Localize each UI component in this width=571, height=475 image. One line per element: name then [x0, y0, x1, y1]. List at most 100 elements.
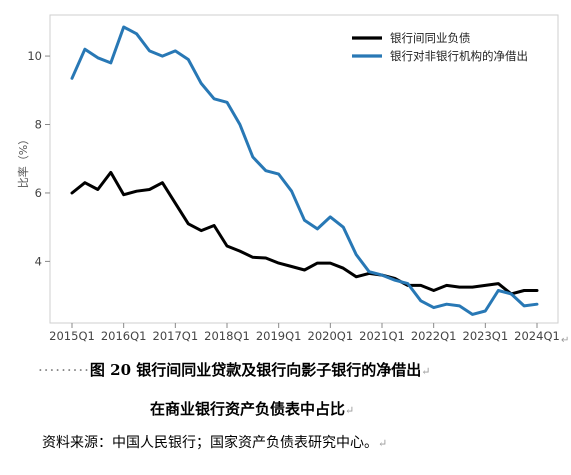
data-point	[523, 305, 525, 307]
data-point	[187, 58, 190, 61]
paragraph-mark: ↵	[378, 437, 388, 450]
corner-mark: ↵	[561, 335, 570, 346]
chart: 4 6 8 10 2015Q1 2016Q1 2017Q1 2018Q1 2019Q1 2020…	[16, 14, 560, 343]
data-point	[497, 289, 500, 292]
x-tick-label: 2017Q1	[153, 329, 199, 343]
data-point	[97, 188, 99, 191]
paragraph-mark: ↵	[421, 365, 431, 378]
x-tick-label: 2015Q1	[49, 329, 95, 343]
data-point	[252, 156, 254, 158]
data-point	[355, 276, 358, 278]
y-axis: 4 6 8 10	[27, 49, 50, 268]
data-point	[316, 262, 319, 264]
plot-border	[49, 14, 559, 324]
data-point	[484, 310, 487, 312]
data-point	[187, 223, 190, 225]
data-point	[226, 101, 228, 104]
data-point	[445, 284, 448, 287]
data-point	[355, 253, 358, 256]
data-point	[200, 82, 202, 85]
source-text: 资料来源：中国人民银行；国家资产负债表研究中心。	[42, 435, 378, 451]
data-point	[122, 26, 125, 28]
data-point	[471, 313, 474, 316]
data-point	[174, 50, 177, 52]
data-point	[407, 282, 409, 285]
data-point	[226, 245, 228, 247]
data-point	[432, 306, 435, 309]
x-tick-label: 2018Q1	[204, 329, 250, 343]
x-tick-label: 2023Q1	[463, 329, 509, 343]
x-tick-label: 2024Q1	[514, 329, 560, 343]
figure-caption-line2: 在商业银行资产负债表中占比↵	[150, 398, 354, 419]
data-point	[342, 267, 345, 270]
data-point	[174, 202, 177, 204]
data-point	[420, 300, 422, 302]
y-tick-label: 4	[35, 254, 42, 268]
x-tick-label: 2022Q1	[411, 329, 457, 343]
data-point	[329, 216, 332, 218]
data-point	[458, 286, 461, 288]
data-point	[290, 265, 293, 268]
legend-label: 银行对非银行机构的净借出	[390, 49, 528, 63]
data-point	[510, 293, 512, 295]
data-point	[148, 50, 151, 52]
data-point	[84, 181, 86, 184]
data-point	[368, 270, 370, 273]
data-point	[458, 305, 461, 307]
data-point	[239, 250, 241, 252]
paragraph-mark: ↵	[345, 404, 355, 417]
source-note: 资料来源：中国人民银行；国家资产负债表研究中心。↵	[42, 432, 387, 452]
caption-leader-dots: ·········	[38, 361, 90, 379]
data-point	[213, 224, 215, 227]
data-point	[110, 62, 112, 64]
data-point	[265, 169, 267, 172]
data-point	[316, 228, 319, 230]
data-point	[303, 269, 306, 271]
data-point	[381, 274, 383, 276]
axes-frame	[49, 14, 559, 324]
data-point	[420, 284, 422, 287]
data-point	[84, 48, 86, 50]
figure-caption-title: 图 20 银行间同业贷款及银行向影子银行的净借出	[89, 361, 422, 379]
data-point	[290, 190, 293, 192]
data-point	[445, 303, 448, 306]
data-point	[71, 77, 73, 80]
y-axis-title: 比率（%）	[16, 134, 30, 188]
legend-label: 银行间同业负债	[390, 31, 471, 45]
data-point	[432, 289, 435, 292]
data-point	[135, 33, 138, 35]
figure-caption-subtitle: 在商业银行资产负债表中占比	[150, 400, 346, 418]
data-point	[148, 188, 151, 191]
data-point	[110, 171, 112, 174]
y-tick-label: 8	[35, 118, 42, 132]
series-line-interbank-liabilities	[70, 170, 539, 296]
data-point	[122, 193, 125, 196]
x-tick-label: 2019Q1	[256, 329, 302, 343]
data-point	[329, 262, 332, 264]
x-tick-label: 2020Q1	[308, 329, 354, 343]
data-point	[536, 303, 538, 306]
data-point	[471, 286, 474, 288]
data-point	[394, 279, 396, 282]
data-point	[342, 226, 345, 228]
data-point	[277, 173, 280, 175]
data-point	[213, 98, 215, 100]
data-point	[252, 256, 254, 259]
data-point	[277, 262, 280, 264]
data-point	[523, 289, 525, 292]
y-tick-label: 6	[35, 186, 42, 200]
data-point	[497, 282, 500, 285]
data-point	[161, 181, 164, 184]
data-point	[161, 55, 164, 57]
x-axis: 2015Q1 2016Q1 2017Q1 2018Q1 2019Q1 2020Q1 2021…	[49, 323, 560, 343]
data-point	[135, 190, 138, 192]
data-point	[303, 219, 306, 222]
data-point	[536, 289, 538, 292]
y-tick-label: 10	[27, 49, 42, 63]
x-tick-label: 2016Q1	[101, 329, 147, 343]
data-point	[265, 257, 267, 259]
series-lines	[70, 25, 539, 316]
data-point	[239, 123, 241, 126]
figure-caption-line1: ·········图 20 银行间同业贷款及银行向影子银行的净借出↵	[38, 359, 430, 380]
